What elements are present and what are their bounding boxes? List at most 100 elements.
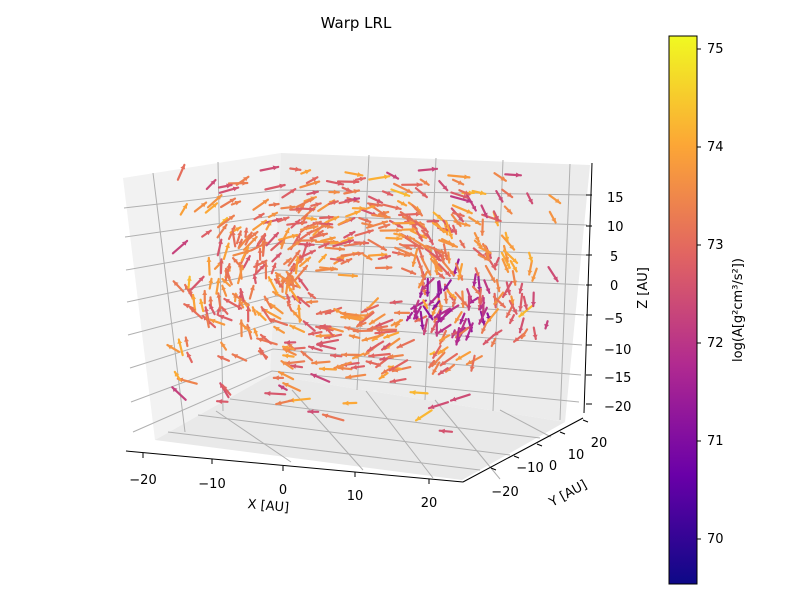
quiver-head bbox=[260, 260, 267, 265]
quiver-arrow bbox=[442, 243, 449, 261]
quiver-arrow bbox=[320, 236, 336, 243]
quiver-head bbox=[464, 174, 470, 180]
quiver-head bbox=[261, 242, 267, 247]
quiver-arrow bbox=[289, 324, 306, 333]
quiver-head bbox=[432, 369, 438, 374]
quiver-head bbox=[274, 326, 280, 332]
quiver-head bbox=[353, 196, 359, 202]
quiver-arrow bbox=[199, 298, 205, 313]
quiver-head bbox=[509, 299, 515, 304]
quiver-arrow bbox=[172, 280, 185, 293]
quiver-head bbox=[215, 279, 221, 284]
quiver-arrow bbox=[259, 165, 280, 172]
quiver-arrow bbox=[424, 248, 442, 262]
quiver-head bbox=[391, 321, 398, 326]
quiver-arrow bbox=[420, 257, 432, 276]
quiver-head bbox=[238, 320, 244, 325]
quiver-arrow bbox=[273, 278, 284, 289]
quiver-arrow bbox=[305, 299, 319, 305]
quiver-arrow bbox=[344, 171, 364, 177]
quiver-arrow bbox=[454, 327, 461, 346]
quiver-head bbox=[531, 276, 537, 281]
quiver-arrow bbox=[345, 210, 361, 218]
quiver-arrow bbox=[235, 175, 250, 186]
quiver-arrow bbox=[277, 370, 295, 381]
quiver-head bbox=[316, 333, 322, 339]
quiver-arrow bbox=[500, 234, 516, 251]
quiver-head bbox=[544, 323, 550, 329]
quiver-head bbox=[204, 307, 209, 312]
quiver-arrow bbox=[362, 253, 373, 261]
quiver-arrow bbox=[367, 202, 383, 208]
quiver-arrow bbox=[339, 311, 360, 317]
quiver-head bbox=[364, 350, 370, 356]
quiver-head bbox=[409, 269, 416, 275]
quiver-head bbox=[405, 244, 412, 250]
quiver-arrow bbox=[396, 338, 415, 349]
quiver-head bbox=[469, 366, 475, 371]
quiver-arrow bbox=[455, 351, 472, 361]
quiver-arrow bbox=[280, 360, 294, 370]
quiver-arrow bbox=[281, 188, 297, 199]
quiver-head bbox=[259, 348, 265, 354]
quiver-head bbox=[347, 237, 353, 242]
quiver-head bbox=[359, 176, 365, 182]
quiver-arrow bbox=[492, 295, 506, 309]
quiver-arrow bbox=[252, 198, 269, 211]
quiver-arrow bbox=[237, 264, 244, 285]
quiver-head bbox=[298, 277, 304, 283]
quiver-arrow bbox=[336, 179, 360, 185]
quiver-arrow bbox=[378, 372, 389, 380]
quiver-head bbox=[381, 252, 387, 258]
quiver-head bbox=[285, 340, 291, 345]
quiver-arrow bbox=[527, 259, 534, 276]
quiver-head bbox=[451, 301, 457, 307]
quiver-arrow bbox=[473, 232, 480, 243]
quiver-arrow bbox=[189, 307, 203, 320]
quiver-arrow bbox=[404, 236, 424, 250]
quiver-head bbox=[210, 180, 216, 185]
quiver-head bbox=[296, 305, 302, 310]
grid-line bbox=[559, 163, 571, 421]
quiver-head bbox=[209, 304, 214, 310]
quiver-arrow bbox=[242, 255, 251, 269]
quiver-arrow bbox=[184, 336, 189, 348]
quiver-head bbox=[221, 307, 227, 312]
quiver-head bbox=[301, 351, 307, 357]
quiver-arrow bbox=[239, 288, 245, 302]
quiver-head bbox=[423, 303, 428, 308]
quiver-arrow bbox=[235, 230, 242, 245]
quiver-head bbox=[409, 220, 415, 226]
quiver-head bbox=[312, 190, 318, 196]
quiver-head bbox=[449, 270, 454, 276]
quiver-arrow bbox=[273, 325, 285, 334]
quiver-arrow bbox=[367, 252, 388, 258]
quiver-arrow bbox=[446, 290, 457, 300]
quiver-head bbox=[317, 343, 323, 348]
quiver-arrow bbox=[253, 327, 259, 337]
x-tick-label: 20 bbox=[421, 496, 438, 511]
quiver-arrow bbox=[503, 249, 519, 264]
colorbar-ticks bbox=[697, 48, 701, 540]
quiver-head bbox=[531, 302, 536, 307]
quiver-head bbox=[554, 198, 561, 204]
quiver-arrow bbox=[509, 295, 515, 305]
quiver-head bbox=[365, 255, 372, 260]
quiver-head bbox=[204, 314, 210, 319]
quiver-head bbox=[341, 311, 347, 317]
z-tick-label: −5 bbox=[604, 312, 623, 327]
quiver-arrow bbox=[289, 363, 304, 369]
quiver-head bbox=[423, 244, 429, 249]
quiver-head bbox=[444, 271, 450, 276]
quiver-head bbox=[396, 223, 403, 228]
quiver-head bbox=[275, 273, 282, 278]
quiver-head bbox=[304, 169, 311, 175]
quiver-head bbox=[357, 322, 363, 327]
quiver-head bbox=[434, 313, 441, 318]
quiver-arrow bbox=[451, 178, 465, 186]
quiver-head bbox=[466, 305, 472, 310]
quiver-arrow bbox=[547, 266, 559, 283]
quiver-arrow bbox=[548, 210, 557, 224]
quiver-arrow bbox=[442, 279, 452, 292]
quiver-arrow bbox=[371, 213, 391, 220]
